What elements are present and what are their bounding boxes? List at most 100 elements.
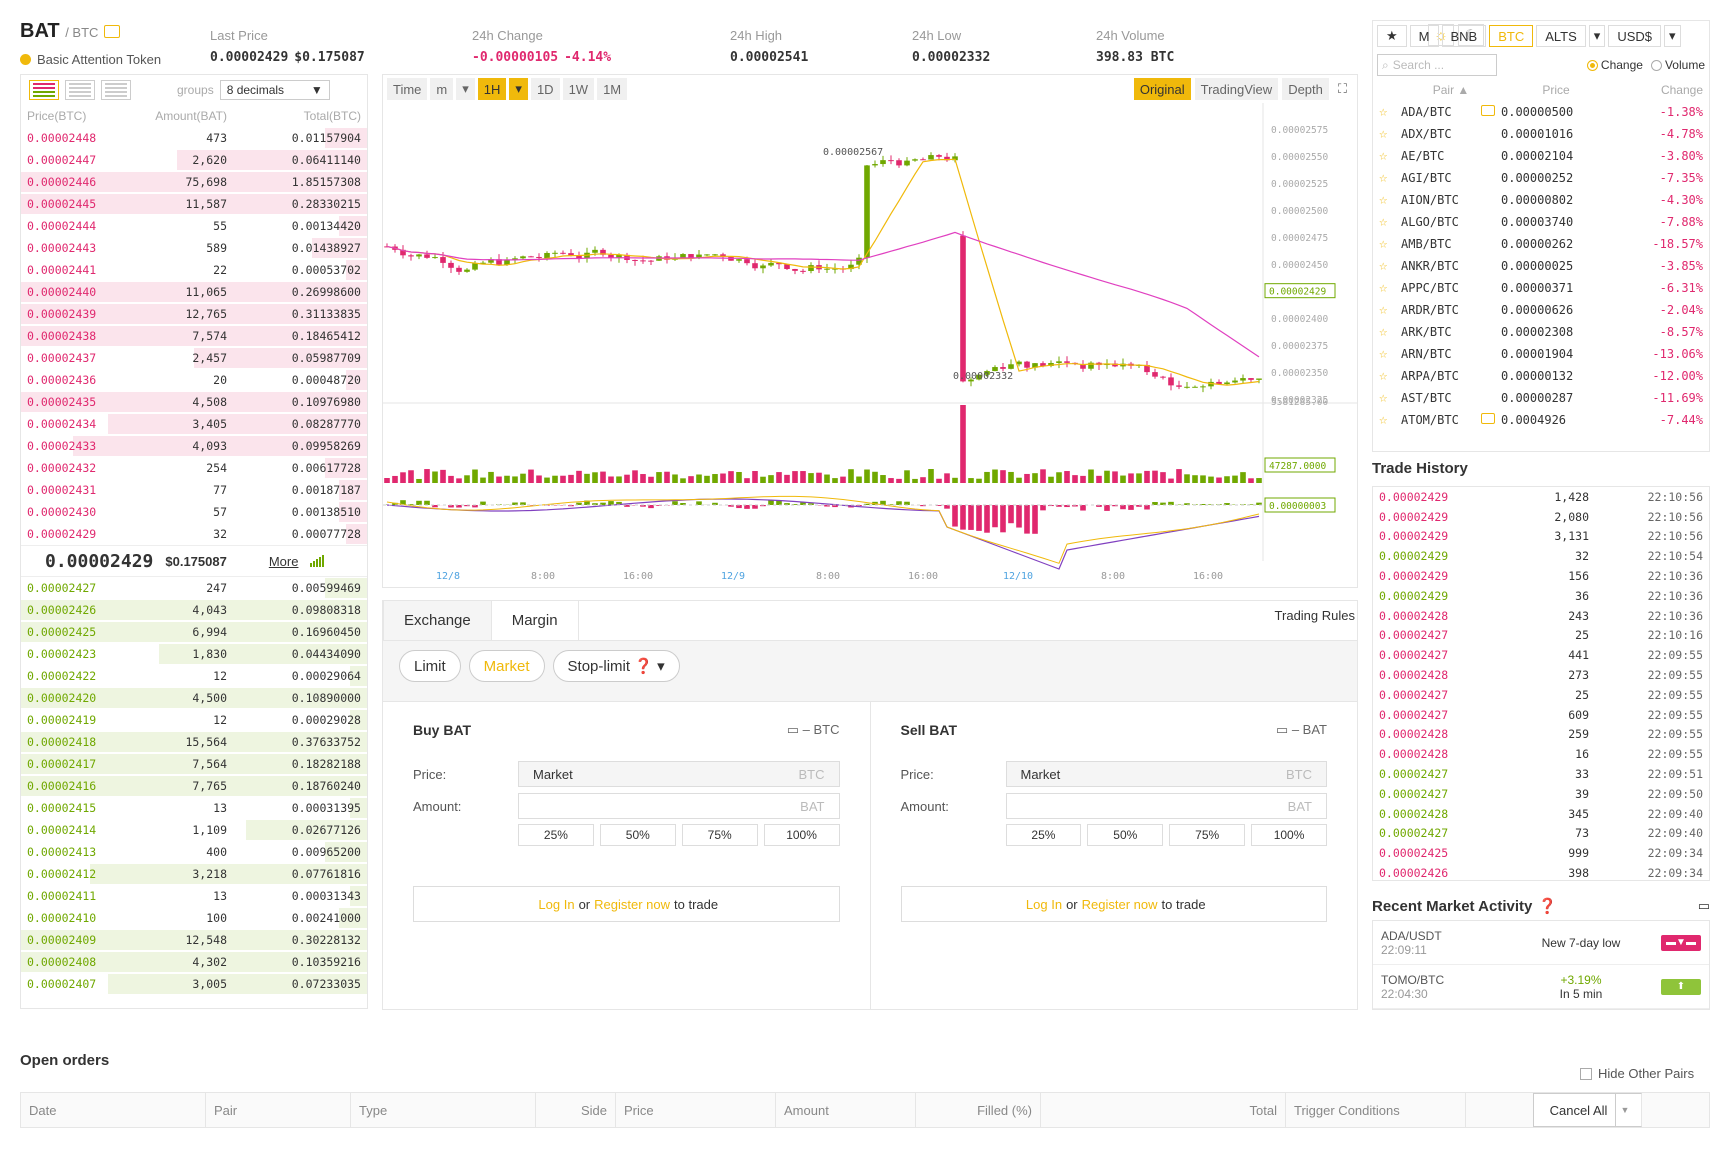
star-icon[interactable]: ☆ [1379,236,1388,252]
register-link[interactable]: Register now [1081,896,1158,912]
orderbook-bid-row[interactable]: 0.00002408 4,302 0.10359216 [21,951,367,973]
market-tab-alts[interactable]: ALTS [1536,25,1586,47]
star-icon[interactable]: ☆ [1379,214,1388,230]
favorite-badge-icon[interactable] [104,25,121,39]
buy-pct-100[interactable]: 100% [763,824,840,846]
book-bids-icon[interactable] [65,80,95,100]
market-tab-m[interactable]: M [1409,25,1439,47]
market-row[interactable]: ☆ ARPA/BTC 0.00000132 -12.00% [1373,365,1709,387]
order-type-market[interactable]: Market [468,650,545,682]
tab-exchange[interactable]: Exchange [383,600,492,640]
orderbook-ask-row[interactable]: 0.00002440 11,065 0.26998600 [21,281,367,303]
market-search-input[interactable]: ⌕ Search ... [1377,54,1497,76]
caret-down-icon[interactable]: ▾ [509,78,528,100]
buy-pct-25[interactable]: 25% [518,824,594,846]
hide-other-pairs[interactable]: Hide Other Pairs [1580,1066,1694,1081]
caret-down-icon[interactable]: ▾ [456,78,475,100]
star-icon[interactable]: ☆ [1379,324,1388,340]
orderbook-ask-row[interactable]: 0.00002438 7,574 0.18465412 [21,325,367,347]
orderbook-bid-row[interactable]: 0.00002416 7,765 0.18760240 [21,775,367,797]
interval-m[interactable]: m [430,78,454,100]
orderbook-ask-row[interactable]: 0.00002444 55 0.00134420 [21,215,367,237]
orderbook-bid-row[interactable]: 0.00002427 247 0.00599469 [21,577,367,599]
sell-amount-input[interactable]: BAT [1005,793,1327,819]
orderbook-ask-row[interactable]: 0.00002432 254 0.00617728 [21,457,367,479]
orderbook-bid-row[interactable]: 0.00002423 1,830 0.04434090 [21,643,367,665]
market-row[interactable]: ☆ ADX/BTC 0.00001016 -4.78% [1373,123,1709,145]
market-row[interactable]: ☆ ANKR/BTC 0.00000025 -3.85% [1373,255,1709,277]
orderbook-bid-row[interactable]: 0.00002412 3,218 0.07761816 [21,863,367,885]
star-icon[interactable]: ☆ [1379,104,1388,120]
cancel-all-button[interactable]: Cancel All ▼ [1532,1093,1643,1127]
market-row[interactable]: ☆ AGI/BTC 0.00000252 -7.35% [1373,167,1709,189]
more-link[interactable]: More [268,553,299,569]
interval-1m[interactable]: 1M [597,78,628,100]
orderbook-ask-row[interactable]: 0.00002439 12,765 0.31133835 [21,303,367,325]
orderbook-bid-row[interactable]: 0.00002420 4,500 0.10890000 [21,687,367,709]
login-link[interactable]: Log In [1025,896,1063,912]
view-tradingview[interactable]: TradingView [1194,78,1279,100]
market-row[interactable]: ☆ APPC/BTC 0.00000371 -6.31% [1373,277,1709,299]
orderbook-bid-row[interactable]: 0.00002410 100 0.00241000 [21,907,367,929]
sell-pct-100[interactable]: 100% [1251,824,1327,846]
sell-pct-50[interactable]: 50% [1087,824,1164,846]
activity-row[interactable]: TOMO/BTC 22:04:30 +3.19% In 5 min ⬆ [1373,965,1709,1009]
activity-row[interactable]: ADA/USDT 22:09:11 New 7-day low ▬▼▬ [1373,921,1709,965]
chart-canvas[interactable]: 0.00002575 0.00002550 0.00002525 0.00002500… [383,103,1357,587]
orderbook-bid-row[interactable]: 0.00002409 12,548 0.30228132 [21,929,367,951]
market-row[interactable]: ☆ AION/BTC 0.00000802 -4.30% [1373,189,1709,211]
orderbook-ask-row[interactable]: 0.00002431 77 0.00187187 [21,479,367,501]
star-icon[interactable]: ☆ [1379,368,1388,384]
market-row[interactable]: ☆ ALGO/BTC 0.00003740 -7.88% [1373,211,1709,233]
checkbox[interactable] [1580,1067,1592,1080]
interval-1w[interactable]: 1W [562,78,595,100]
radio-change[interactable]: Change [1586,58,1643,72]
tab-margin[interactable]: Margin [492,600,579,640]
market-row[interactable]: ☆ ADA/BTC 0.00000500 -1.38% [1373,101,1709,123]
market-row[interactable]: ☆ AE/BTC 0.00002104 -3.80% [1373,145,1709,167]
book-both-icon[interactable] [29,80,59,100]
groups-select[interactable]: 8 decimals ▼ [219,80,330,100]
sell-pct-25[interactable]: 25% [1005,824,1082,846]
star-icon[interactable]: ☆ [1379,192,1388,208]
orderbook-ask-row[interactable]: 0.00002436 20 0.00048720 [21,369,367,391]
orderbook-bid-row[interactable]: 0.00002418 15,564 0.37633752 [21,731,367,753]
orderbook-ask-row[interactable]: 0.00002437 2,457 0.05987709 [21,347,367,369]
orderbook-ask-row[interactable]: 0.00002430 57 0.00138510 [21,501,367,523]
radio-volume[interactable]: Volume [1650,58,1705,72]
market-tab-bnb[interactable]: BNB [1441,25,1487,47]
orderbook-ask-row[interactable]: 0.00002441 22 0.00053702 [21,259,367,281]
orderbook-bid-row[interactable]: 0.00002413 400 0.00965200 [21,841,367,863]
orderbook-bid-row[interactable]: 0.00002426 4,043 0.09808318 [21,599,367,621]
market-tab-dropdown[interactable]: ▾ [1588,25,1606,47]
register-link[interactable]: Register now [594,896,670,912]
orderbook-ask-row[interactable]: 0.00002434 3,405 0.08287770 [21,413,367,435]
orderbook-ask-row[interactable]: 0.00002433 4,093 0.09958269 [21,435,367,457]
order-type-limit[interactable]: Limit [399,650,461,682]
sell-pct-75[interactable]: 75% [1169,824,1246,846]
orderbook-ask-row[interactable]: 0.00002435 4,508 0.10976980 [21,391,367,413]
star-icon[interactable]: ☆ [1379,412,1388,428]
star-icon[interactable]: ☆ [1379,390,1388,406]
market-tab-usd$[interactable]: USD$ [1608,25,1662,47]
orderbook-ask-row[interactable]: 0.00002446 75,698 1.85157308 [21,171,367,193]
orderbook-bid-row[interactable]: 0.00002414 1,109 0.02677126 [21,819,367,841]
market-tab-btc[interactable]: BTC [1489,25,1534,47]
market-row[interactable]: ☆ ARDR/BTC 0.00000626 -2.04% [1373,299,1709,321]
interval-1d[interactable]: 1D [530,78,560,100]
star-icon[interactable]: ☆ [1379,258,1388,274]
caret-down-icon[interactable]: ▼ [1615,1094,1633,1126]
orderbook-ask-row[interactable]: 0.00002448 473 0.01157904 [21,127,367,149]
orderbook-bid-row[interactable]: 0.00002411 13 0.00031343 [21,885,367,907]
market-row[interactable]: ☆ ARN/BTC 0.00001904 -13.06% [1373,343,1709,365]
star-icon[interactable]: ☆ [1379,170,1388,186]
collapse-icon[interactable]: ▭ [1697,898,1710,913]
market-row[interactable]: ☆ ARK/BTC 0.00002308 -8.57% [1373,321,1709,343]
interval-1h[interactable]: 1H [477,78,507,100]
market-row[interactable]: ☆ AMB/BTC 0.00000262 -18.57% [1373,233,1709,255]
orderbook-bid-row[interactable]: 0.00002419 12 0.00029028 [21,709,367,731]
order-type-stop-limit[interactable]: Stop-limit ❓ ▾ [552,650,680,682]
orderbook-bid-row[interactable]: 0.00002422 12 0.00029064 [21,665,367,687]
orderbook-bid-row[interactable]: 0.00002425 6,994 0.16960450 [21,621,367,643]
orderbook-ask-row[interactable]: 0.00002443 589 0.01438927 [21,237,367,259]
